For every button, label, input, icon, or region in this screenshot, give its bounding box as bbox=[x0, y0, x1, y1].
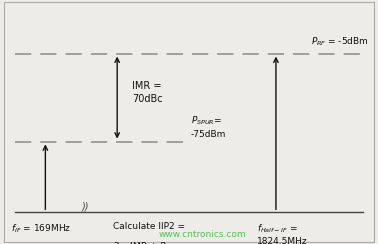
Text: IMR =
70dBc: IMR = 70dBc bbox=[132, 81, 163, 104]
Text: $f_{IF}$ = 169MHz: $f_{IF}$ = 169MHz bbox=[11, 222, 71, 234]
Text: $P_{RF}$ = -5dBm: $P_{RF}$ = -5dBm bbox=[311, 35, 369, 48]
Text: www.cntronics.com: www.cntronics.com bbox=[159, 230, 246, 239]
Text: $P_{SPUR}$=
-75dBm: $P_{SPUR}$= -75dBm bbox=[191, 115, 226, 139]
Text: 2 x IMR + $P_{SPUR}$=: 2 x IMR + $P_{SPUR}$= bbox=[113, 240, 191, 244]
Text: $f_{Half-IF}$ =
1824.5MHz: $f_{Half-IF}$ = 1824.5MHz bbox=[257, 222, 308, 244]
Text: Calculate IIP2 =: Calculate IIP2 = bbox=[113, 222, 185, 231]
Text: )): )) bbox=[81, 201, 89, 211]
